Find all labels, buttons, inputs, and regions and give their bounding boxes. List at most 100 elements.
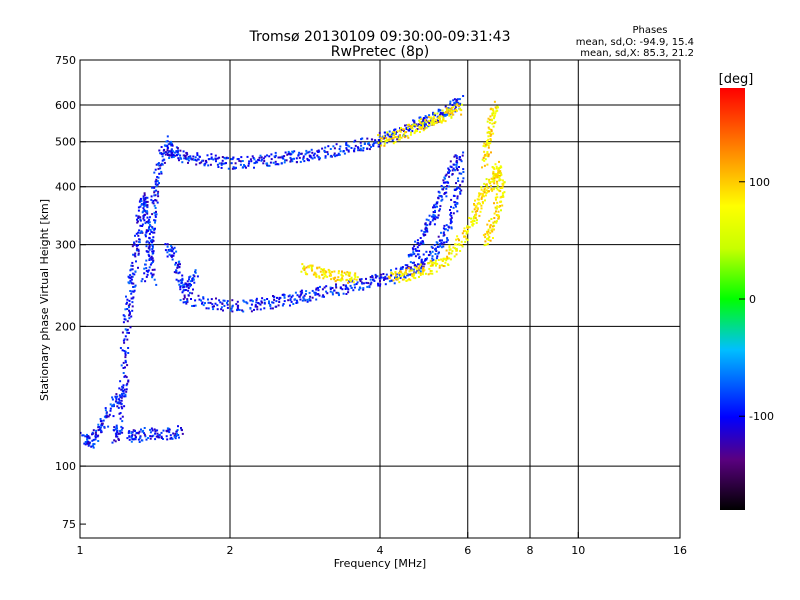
data-point	[417, 271, 420, 274]
data-point	[484, 240, 487, 243]
data-point	[158, 433, 161, 436]
data-point	[333, 270, 336, 273]
data-point	[100, 420, 103, 423]
data-point	[246, 155, 249, 158]
data-point	[393, 282, 396, 285]
data-point	[356, 146, 359, 149]
data-point	[493, 212, 496, 215]
data-point	[409, 266, 412, 269]
data-point	[137, 248, 140, 251]
data-point	[249, 307, 252, 309]
data-point	[149, 435, 152, 438]
data-point	[154, 430, 157, 433]
data-point	[181, 284, 184, 287]
data-point	[329, 148, 332, 150]
data-point	[412, 268, 415, 271]
data-point	[390, 136, 393, 138]
data-point	[475, 205, 478, 208]
data-point	[413, 252, 416, 255]
data-point	[446, 229, 449, 232]
data-point	[455, 243, 458, 246]
data-point	[374, 273, 377, 276]
data-point	[358, 288, 361, 291]
data-point	[418, 131, 421, 133]
data-point	[175, 270, 178, 273]
data-point	[154, 207, 157, 209]
data-point	[368, 144, 371, 147]
data-point	[187, 287, 190, 289]
data-point	[250, 299, 253, 302]
data-point	[318, 158, 321, 161]
data-point	[128, 331, 130, 334]
data-point	[485, 184, 488, 187]
data-point	[409, 261, 412, 264]
data-point	[321, 288, 324, 291]
data-point	[333, 289, 336, 292]
data-point	[181, 291, 184, 294]
data-point	[449, 100, 452, 103]
data-point	[215, 160, 217, 163]
data-point	[309, 295, 312, 298]
data-point	[299, 294, 302, 297]
data-point	[338, 148, 341, 150]
data-point	[428, 122, 431, 125]
colorbar-label: [deg]	[719, 72, 754, 87]
data-point	[346, 271, 349, 274]
data-point	[487, 153, 490, 156]
data-point	[498, 179, 501, 182]
colorbar-tick-label: 100	[749, 176, 770, 189]
data-point	[422, 261, 425, 264]
data-point	[184, 301, 187, 303]
data-point	[94, 436, 97, 439]
data-point	[412, 123, 415, 126]
data-point	[151, 429, 154, 432]
data-point	[332, 145, 335, 148]
data-point	[459, 184, 462, 187]
data-point	[489, 239, 492, 242]
data-point	[131, 282, 134, 285]
data-point	[140, 200, 143, 203]
data-point	[419, 267, 422, 270]
data-point	[455, 238, 458, 241]
data-point	[420, 243, 423, 245]
data-point	[217, 166, 220, 168]
data-point	[322, 294, 325, 297]
data-point	[171, 437, 174, 440]
data-point	[177, 425, 179, 428]
data-point	[232, 156, 235, 159]
data-point	[493, 177, 496, 179]
data-point	[435, 250, 438, 252]
data-point	[312, 273, 315, 276]
data-point	[439, 244, 442, 247]
data-point	[434, 259, 437, 262]
data-point	[300, 289, 303, 292]
data-point	[383, 144, 386, 147]
data-point	[148, 241, 151, 244]
data-point	[309, 264, 312, 267]
data-point	[137, 217, 140, 220]
data-point	[152, 236, 155, 239]
data-point	[494, 106, 497, 109]
data-point	[206, 154, 209, 157]
data-point	[489, 139, 492, 142]
y-tick-label: 750	[55, 54, 76, 67]
data-point	[148, 232, 151, 235]
data-point	[126, 331, 129, 334]
data-point	[306, 298, 309, 301]
data-point	[157, 176, 160, 179]
data-point	[423, 263, 426, 266]
data-point	[403, 136, 406, 139]
data-point	[366, 147, 369, 150]
data-point	[430, 264, 433, 267]
data-point	[413, 261, 415, 264]
data-point	[201, 159, 204, 162]
data-point	[446, 255, 449, 258]
data-point	[191, 278, 194, 280]
data-point	[163, 161, 166, 164]
data-point	[489, 134, 492, 137]
data-point	[488, 118, 491, 121]
data-point	[270, 158, 273, 161]
data-point	[442, 265, 445, 267]
data-point	[131, 261, 134, 264]
data-point	[309, 299, 312, 302]
